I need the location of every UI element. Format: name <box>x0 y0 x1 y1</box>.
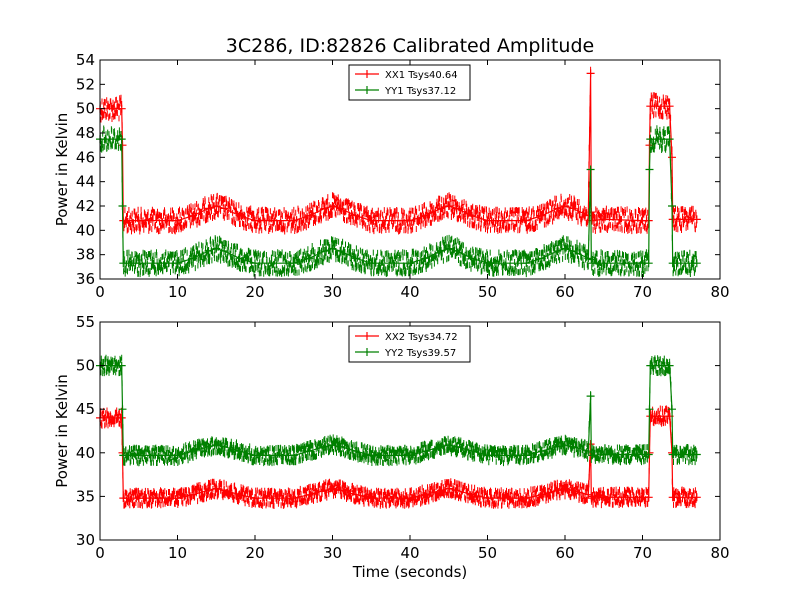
x-tick-label: 20 <box>245 544 264 562</box>
y-tick-label: 35 <box>76 487 95 505</box>
legend: XX1 Tsys40.64 YY1 Tsys37.12 <box>348 64 471 101</box>
y-tick-label: 48 <box>76 124 95 142</box>
x-tick-label: 10 <box>168 283 187 301</box>
x-tick-label: 20 <box>245 283 264 301</box>
x-tick-label: 70 <box>633 283 652 301</box>
y-axis-ticks: 36 38 40 42 44 46 48 50 52 54 <box>76 51 720 288</box>
y-tick-label: 40 <box>76 444 95 462</box>
y-axis-label: Power in Kelvin <box>53 113 71 227</box>
x-tick-label: 50 <box>478 544 497 562</box>
x-tick-label: 40 <box>400 283 419 301</box>
x-tick-label: 60 <box>555 283 574 301</box>
x-tick-label: 60 <box>555 544 574 562</box>
x-tick-label: 30 <box>323 544 342 562</box>
series-yy1-tsys37-12 <box>96 125 701 278</box>
x-tick-label: 80 <box>710 544 729 562</box>
y-tick-label: 50 <box>76 100 95 118</box>
y-tick-label: 50 <box>76 357 95 375</box>
y-tick-label: 36 <box>76 270 95 288</box>
y-tick-label: 40 <box>76 221 95 239</box>
legend-label-xx1: XX1 Tsys40.64 <box>385 70 458 81</box>
x-tick-label: 70 <box>633 544 652 562</box>
y-tick-label: 30 <box>76 531 95 549</box>
x-tick-label: 10 <box>168 544 187 562</box>
y-tick-label: 54 <box>76 51 95 69</box>
y-tick-label: 46 <box>76 148 95 166</box>
x-axis-ticks: 0 10 20 30 40 50 60 70 80 <box>95 322 730 562</box>
x-axis-ticks: 0 10 20 30 40 50 60 70 80 <box>95 60 730 301</box>
x-tick-label: 50 <box>478 283 497 301</box>
x-tick-label: 80 <box>710 283 729 301</box>
x-tick-label: 30 <box>323 283 342 301</box>
y-tick-label: 44 <box>76 173 95 191</box>
series-layer <box>96 354 701 509</box>
legend: XX2 Tsys34.72 YY2 Tsys39.57 <box>348 325 471 363</box>
y-axis-label: Power in Kelvin <box>53 374 71 488</box>
bottom-subplot: 0 10 20 30 40 50 60 70 80 30 35 40 45 50 55 Power in … <box>53 313 730 581</box>
x-tick-label: 0 <box>95 544 105 562</box>
legend-label-yy2: YY2 Tsys39.57 <box>384 348 456 359</box>
top-subplot: 3C286, ID:82826 Calibrated Amplitude 0 10… <box>53 35 730 301</box>
y-tick-label: 38 <box>76 246 95 264</box>
y-tick-label: 52 <box>76 75 95 93</box>
y-tick-label: 45 <box>76 400 95 418</box>
legend-box <box>348 64 471 101</box>
legend-label-yy1: YY1 Tsys37.12 <box>384 86 456 97</box>
chart-title: 3C286, ID:82826 Calibrated Amplitude <box>226 35 594 57</box>
y-tick-label: 55 <box>76 313 95 331</box>
y-axis-ticks: 30 35 40 45 50 55 <box>76 313 720 549</box>
legend-box <box>348 325 471 363</box>
legend-label-xx2: XX2 Tsys34.72 <box>385 332 458 343</box>
x-tick-label: 0 <box>95 283 105 301</box>
y-tick-label: 42 <box>76 197 95 215</box>
x-tick-label: 40 <box>400 544 419 562</box>
x-axis-label: Time (seconds) <box>352 563 468 581</box>
